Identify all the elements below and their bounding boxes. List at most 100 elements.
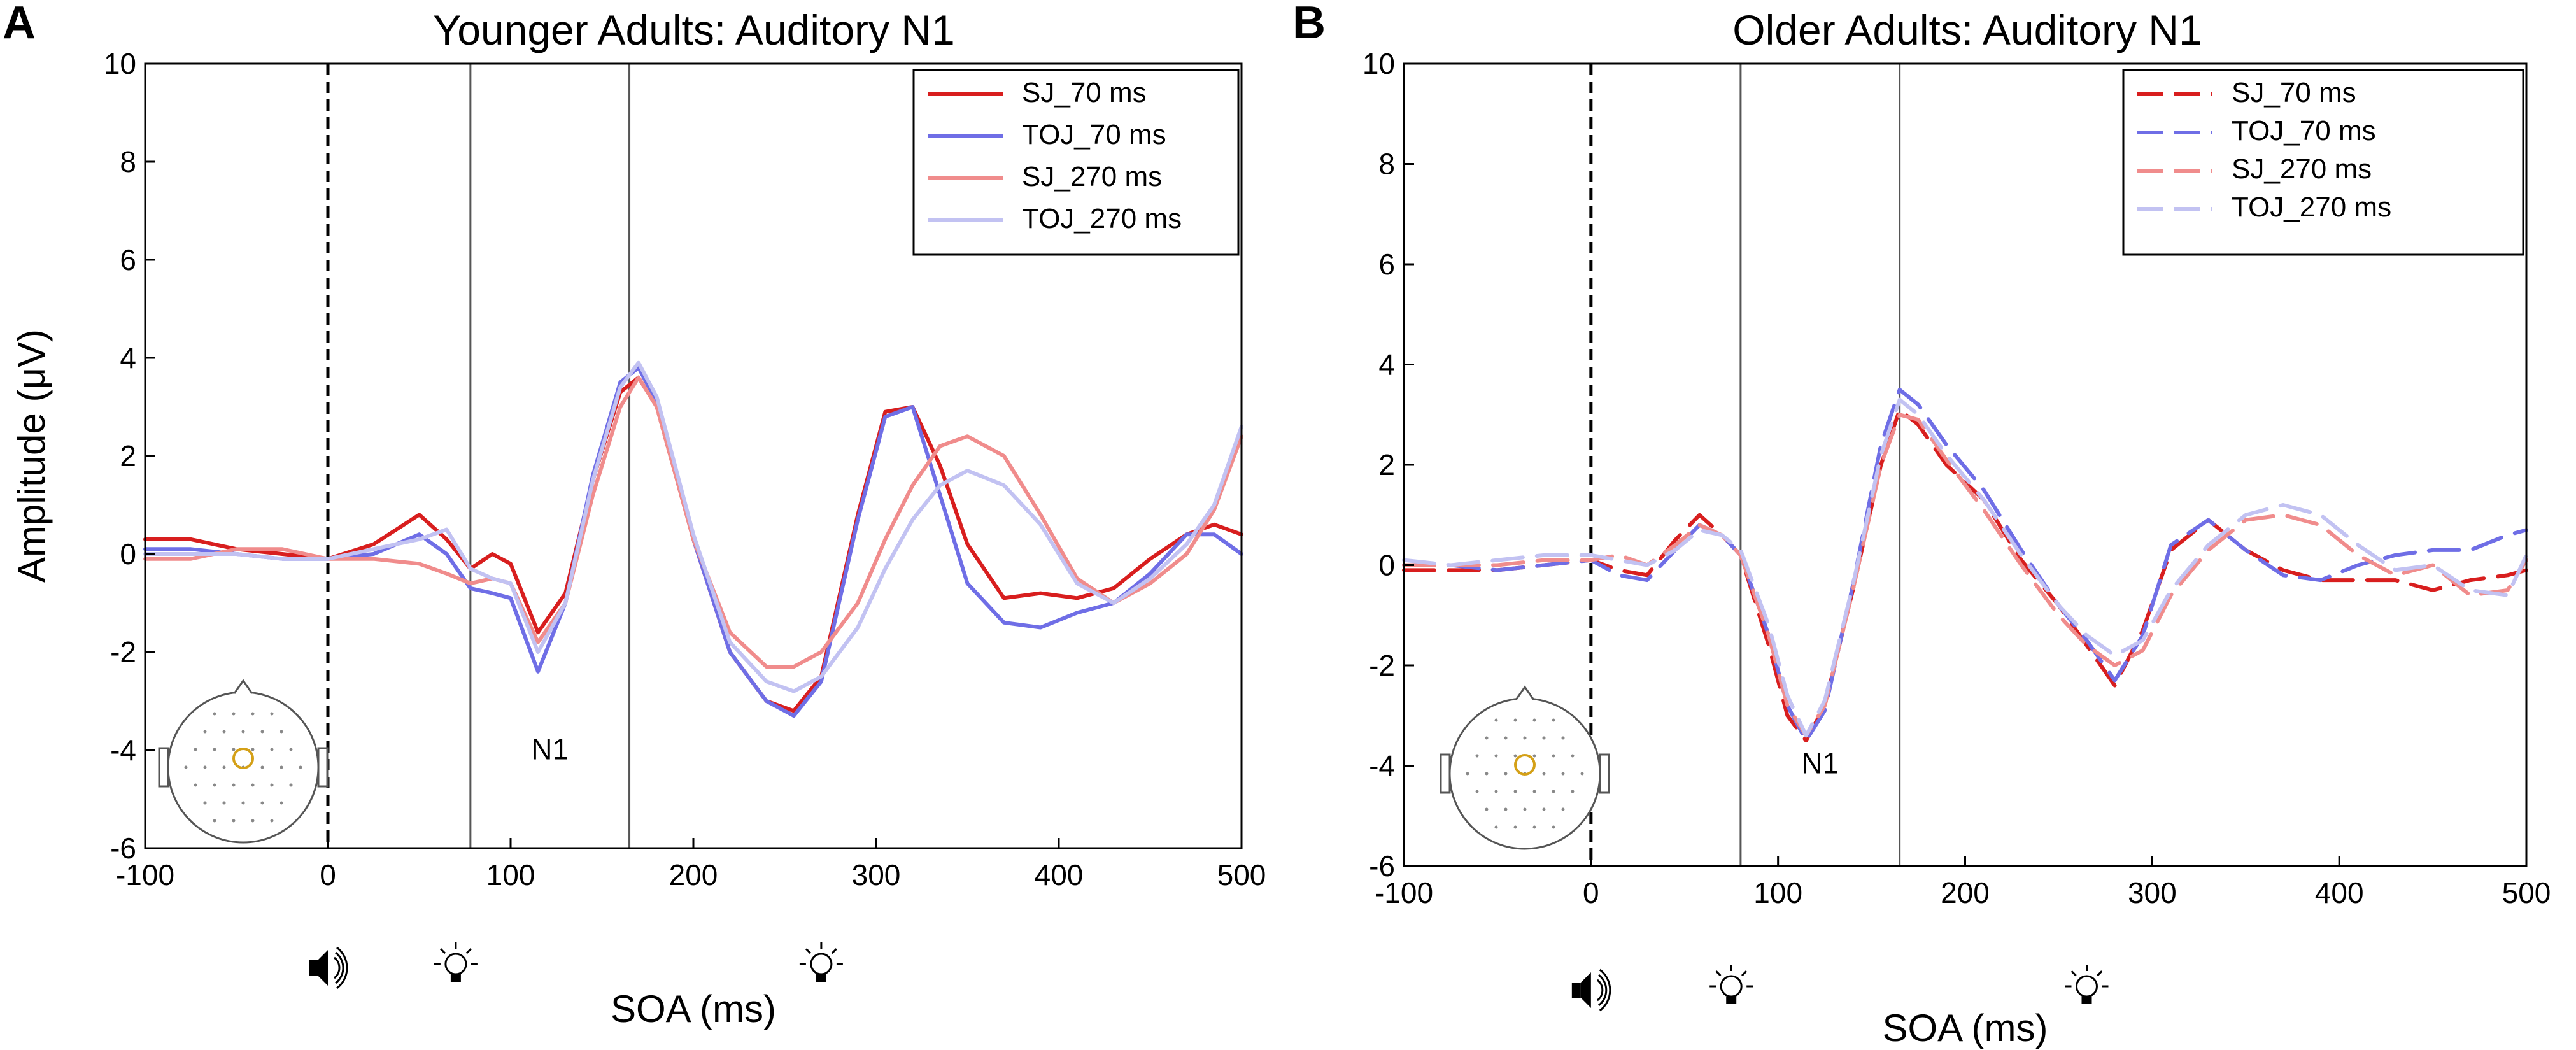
electrode-dot: [270, 783, 274, 787]
bulb-base: [2081, 997, 2092, 1004]
x-tick-label: 200: [1941, 876, 1990, 909]
bulb-ray: [2097, 970, 2103, 977]
left-ear: [1440, 753, 1451, 794]
electrode-dot: [280, 765, 283, 769]
electrode-dot: [289, 748, 293, 751]
electrode-dot: [194, 783, 197, 787]
left-ear: [158, 747, 169, 788]
y-tick-label: 4: [120, 341, 136, 374]
electrode-dot: [1494, 825, 1498, 829]
y-tick-label: 0: [120, 537, 136, 571]
x-tick-label: 300: [852, 858, 901, 891]
electrode-dot: [1542, 736, 1546, 740]
bulb-ray: [465, 948, 472, 954]
sound-wave: [336, 946, 348, 990]
bulb-base: [450, 974, 461, 982]
electrode-dot: [270, 819, 274, 823]
electrode-dot: [1532, 718, 1536, 722]
y-tick-label: 8: [1378, 148, 1395, 181]
electrode-dot: [1485, 736, 1489, 740]
bulb-ray: [2070, 970, 2077, 977]
bulb-base: [816, 974, 826, 982]
electrode-dot: [1494, 790, 1498, 793]
y-tick-label: -2: [110, 635, 136, 669]
electrode-montage-icon: [158, 679, 329, 844]
y-tick-label: -4: [1369, 749, 1395, 783]
electrode-dot: [1494, 754, 1498, 758]
panel-a: A Younger Adults: Auditory N1-100 0 100 200 3…: [3, 0, 1266, 1030]
speaker-icon: [309, 946, 348, 990]
series-line-toj_270-ms: [143, 360, 1243, 693]
electrode-dot: [1542, 807, 1546, 811]
legend-label: TOJ_270 ms: [2232, 192, 2391, 223]
x-tick-label: 500: [1217, 858, 1266, 891]
electrode-dot: [1571, 754, 1575, 758]
electrode-dot: [1504, 736, 1508, 740]
series-line-sj_270-ms: [143, 375, 1243, 669]
electrode-dot: [184, 765, 188, 769]
panel-label: A: [3, 0, 36, 48]
y-tick-label: 10: [1362, 47, 1395, 80]
electrode-montage-icon: [1440, 685, 1610, 850]
electrode-dot: [251, 748, 255, 751]
legend: SJ_70 ms TOJ_70 ms SJ_270 ms TOJ_270 ms: [2122, 69, 2524, 256]
legend-label: SJ_70 ms: [1022, 77, 1147, 108]
electrode-dot: [1532, 825, 1536, 829]
electrode-dot: [1466, 772, 1469, 776]
bulb-ray: [805, 948, 812, 954]
lightbulb-icon: [1709, 965, 1753, 1004]
sound-wave: [334, 956, 341, 979]
electrode-dot: [1580, 772, 1584, 776]
electrode-dot: [203, 765, 207, 769]
bulb-ray: [440, 948, 446, 954]
electrode-dot: [232, 712, 236, 716]
series-line-sj_270-ms: [1402, 413, 2528, 738]
electrode-dot: [1532, 790, 1536, 793]
x-axis-title: SOA (ms): [1882, 1007, 2048, 1049]
electrode-dot: [203, 730, 207, 734]
x-axis-title: SOA (ms): [611, 988, 776, 1030]
y-tick-label: 6: [1378, 248, 1395, 281]
electrode-dot: [1552, 754, 1555, 758]
y-tick-label: 10: [104, 47, 136, 80]
bulb-glass: [1720, 975, 1743, 998]
legend-label: SJ_270 ms: [1022, 161, 1162, 192]
electrode-dot: [260, 801, 264, 805]
x-tick-label: 500: [2502, 876, 2551, 909]
electrode-dot: [251, 783, 255, 787]
electrode-dot: [222, 801, 226, 805]
n1-annotation: N1: [1801, 746, 1839, 779]
x-tick-label: 0: [320, 858, 336, 891]
n1-annotation: N1: [531, 733, 569, 766]
y-tick-label: 2: [1378, 448, 1395, 481]
legend-box: [2122, 69, 2524, 256]
electrode-dot: [299, 765, 302, 769]
electrode-dot: [232, 748, 236, 751]
y-tick-label: 0: [1378, 549, 1395, 582]
x-tick-label: 300: [2128, 876, 2177, 909]
legend: SJ_70 ms TOJ_70 ms SJ_270 ms TOJ_270 ms: [912, 69, 1240, 256]
electrode-dot: [1523, 807, 1527, 811]
electrode-dot: [1552, 718, 1555, 722]
bulb-ray: [1741, 970, 1748, 977]
lightbulb-icon: [799, 942, 843, 982]
sound-wave: [1599, 968, 1611, 1012]
electrode-dot: [1561, 736, 1565, 740]
electrode-dot: [1523, 736, 1527, 740]
electrode-dot: [232, 783, 236, 787]
electrode-dot: [280, 730, 283, 734]
legend-label: TOJ_70 ms: [2232, 115, 2376, 146]
electrode-dot: [194, 748, 197, 751]
speaker-cone: [1580, 972, 1591, 1008]
sound-wave: [335, 951, 344, 984]
electrode-dot: [1504, 807, 1508, 811]
electrode-dot: [241, 730, 245, 734]
electrode-dot: [270, 712, 274, 716]
electrode-dot: [213, 748, 216, 751]
y-tick-label: -6: [110, 832, 136, 865]
legend-label: TOJ_70 ms: [1022, 119, 1166, 150]
electrode-dot: [1552, 825, 1555, 829]
lightbulb-icon: [434, 942, 478, 982]
nose: [233, 679, 253, 694]
y-tick-label: 2: [120, 439, 136, 472]
